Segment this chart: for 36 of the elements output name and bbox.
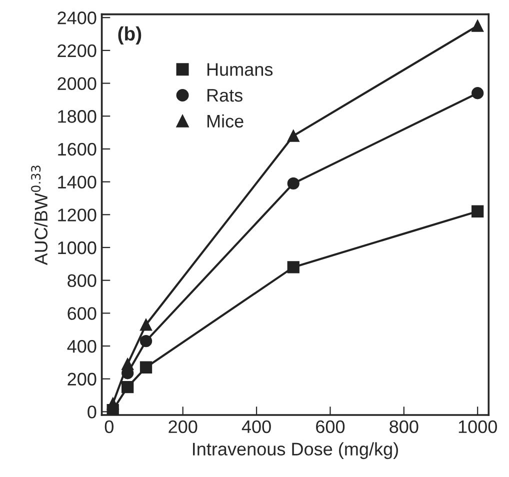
- annotation: (b): [118, 26, 142, 44]
- y-tick-label: 0: [88, 406, 96, 418]
- y-tick-label: 600: [68, 307, 96, 320]
- y-tick-label: 1800: [58, 110, 96, 123]
- y-tick-label: 2200: [58, 44, 96, 58]
- x-tick-label: 1000: [458, 420, 497, 434]
- y-tick-label: 1200: [58, 208, 96, 222]
- y-tick-label: 200: [68, 372, 96, 386]
- point: [287, 130, 300, 142]
- point: [287, 261, 300, 274]
- point: [472, 87, 484, 100]
- point: [140, 335, 152, 348]
- y-tick-label: 1400: [58, 176, 96, 189]
- x-tick-label: 600: [316, 420, 345, 434]
- point: [122, 381, 134, 394]
- point: [472, 205, 484, 218]
- point: [472, 20, 484, 32]
- x-tick-label: 800: [390, 420, 418, 434]
- y-tick-label: 2000: [58, 77, 96, 90]
- y-tick-label: 800: [68, 274, 96, 288]
- x-tick-label: 400: [242, 420, 271, 434]
- x-tick-label: 200: [168, 420, 198, 434]
- y-axis-title: AUC/BW$^{0.33}$: [31, 166, 48, 266]
- y-tick-label: 2400: [58, 12, 96, 24]
- legend-label: Rats: [207, 89, 242, 102]
- point: [287, 177, 300, 190]
- point: [140, 361, 152, 374]
- legend-label: Mice: [207, 114, 244, 128]
- x-tick-label: 0: [104, 420, 114, 434]
- y-tick-label: 1600: [58, 142, 96, 156]
- legend-label: Humans: [207, 63, 273, 76]
- point: [140, 318, 152, 331]
- y-tick-label: 400: [67, 340, 96, 353]
- x-axis-title: Intravenous Dose (mg/kg): [193, 442, 398, 460]
- point: [106, 404, 119, 415]
- y-tick-label: 1000: [58, 241, 96, 254]
